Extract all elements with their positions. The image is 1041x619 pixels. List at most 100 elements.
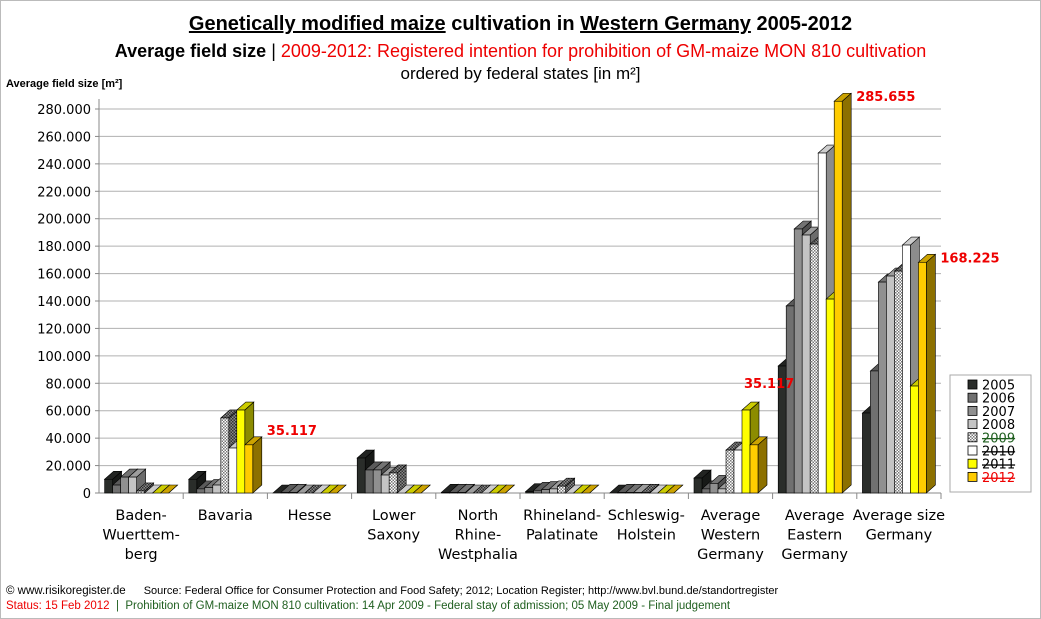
y-tick-label: 260.000 <box>37 130 91 145</box>
bar-side-2012 <box>926 253 936 494</box>
bar-2010 <box>817 152 827 494</box>
footer-line2: Status: 15 Feb 2012 | Prohibition of GM-… <box>6 600 730 612</box>
copyright: © www.risikoregister.de <box>6 585 126 597</box>
legend-swatch-2010 <box>967 445 978 456</box>
x-tick-label: Baden- <box>115 508 166 524</box>
bar-2009 <box>809 243 819 494</box>
x-tick-label: Hesse <box>288 508 332 524</box>
chart-subtitle2: ordered by federal states [in m²] <box>400 64 641 83</box>
bar-2009 <box>641 492 651 494</box>
legend-label: 2006 <box>982 392 1015 407</box>
y-tick-label: 160.000 <box>37 268 91 283</box>
data-label: 35.117 <box>267 424 317 439</box>
bar-2007 <box>793 228 803 494</box>
x-tick-label: Germany <box>697 547 764 563</box>
bar-2011 <box>910 385 919 494</box>
x-tick-label: Rhine- <box>455 528 502 544</box>
bar-side-2012 <box>841 92 852 494</box>
bar-2009 <box>557 485 566 494</box>
data-label: 168.225 <box>940 251 999 266</box>
y-tick-label: 180.000 <box>37 240 91 255</box>
bar-2012 <box>918 261 927 494</box>
bar-2010 <box>228 447 238 494</box>
data-label: 35.117 <box>744 377 794 392</box>
bar-side-2012 <box>252 436 263 494</box>
bar-2005 <box>525 491 534 494</box>
bar-2006 <box>112 484 121 494</box>
bar-2007 <box>204 487 214 494</box>
footer-line1: © www.risikoregister.de Source: Federal O… <box>6 585 778 597</box>
x-tick-label: Westphalia <box>438 547 518 563</box>
data-label: 285.655 <box>856 90 915 105</box>
x-tick-label: berg <box>125 547 158 563</box>
legend-swatch-2005 <box>967 379 978 390</box>
legend-swatch-2007 <box>967 405 978 416</box>
bar-2005 <box>188 478 198 494</box>
bar-2008 <box>128 476 137 494</box>
x-tick-label: Eastern <box>787 528 842 544</box>
bar-top-2012 <box>159 484 179 494</box>
bar-2008 <box>717 488 727 494</box>
bar-2005 <box>104 478 113 494</box>
x-tick-label: Rhineland- <box>523 508 601 524</box>
x-tick-label: Wuerttem- <box>102 528 180 544</box>
x-tick-label: Lower <box>372 508 415 524</box>
bar-2009 <box>894 270 903 494</box>
chart-subtitle: Average field size | 2009-2012: Register… <box>1 41 1040 62</box>
x-tick-label: Palatinate <box>526 528 598 544</box>
bar-2008 <box>801 234 811 494</box>
subtitle-black: Average field size <box>114 41 267 61</box>
bar-2012 <box>749 444 759 494</box>
bar-2006 <box>785 305 795 494</box>
legend-label: 2007 <box>982 405 1015 420</box>
bar-top-2012 <box>496 484 516 494</box>
bar-2008 <box>633 492 643 494</box>
y-tick-label: 280.000 <box>37 103 91 118</box>
bar-2012 <box>833 100 843 494</box>
x-tick-label: Average <box>785 508 845 524</box>
subtitle-red: 2009-2012: Registered intention for proh… <box>280 41 927 61</box>
y-tick-label: 140.000 <box>37 295 91 310</box>
bar-2008 <box>886 275 895 494</box>
title-part4: 2005-2012 <box>750 13 853 35</box>
bar-2006 <box>364 469 374 494</box>
legend-label: 2011 <box>982 458 1015 473</box>
y-tick-label: 120.000 <box>37 322 91 337</box>
x-tick-label: Western <box>701 528 760 544</box>
bar-2007 <box>625 492 635 494</box>
bar-2007 <box>709 483 719 494</box>
chart-title: Genetically modified maize cultivation i… <box>1 13 1040 36</box>
x-tick-label: Bavaria <box>198 508 253 524</box>
bar-2009 <box>388 472 398 494</box>
x-tick-label: Germany <box>781 547 848 563</box>
source-text: Source: Federal Office for Consumer Prot… <box>143 585 779 597</box>
x-tick-label: Holstein <box>617 528 676 544</box>
bar-top-2012 <box>328 484 347 494</box>
x-tick-label: Average size <box>853 508 945 524</box>
title-part3: Western Germany <box>580 13 751 35</box>
legend-label: 2010 <box>982 445 1015 460</box>
legend-label: 2009 <box>982 431 1015 446</box>
bar-2007 <box>541 489 550 494</box>
y-tick-label: 80.000 <box>46 377 92 392</box>
x-tick-label: North <box>458 508 499 524</box>
bar-2005 <box>693 477 703 494</box>
legend-swatch-2006 <box>967 392 978 403</box>
bar-side-2012 <box>757 436 768 494</box>
y-tick-label: 100.000 <box>37 350 91 365</box>
legend-label: 2005 <box>982 379 1015 394</box>
bar-2005 <box>356 457 366 494</box>
y-tick-label: 20.000 <box>46 460 92 475</box>
bar-2011 <box>741 409 751 494</box>
bar-2006 <box>701 488 711 494</box>
legend-label: 2012 <box>982 471 1015 486</box>
legend-swatch-2009 <box>967 432 978 443</box>
bar-2012 <box>244 444 254 494</box>
y-tick-label: 0 <box>83 487 91 502</box>
bar-2005 <box>862 412 871 494</box>
bar-2007 <box>457 492 466 494</box>
prohibition-text: Prohibition of GM-maize MON 810 cultivat… <box>125 600 731 612</box>
bar-2011 <box>236 409 246 494</box>
bar-2007 <box>372 469 382 494</box>
